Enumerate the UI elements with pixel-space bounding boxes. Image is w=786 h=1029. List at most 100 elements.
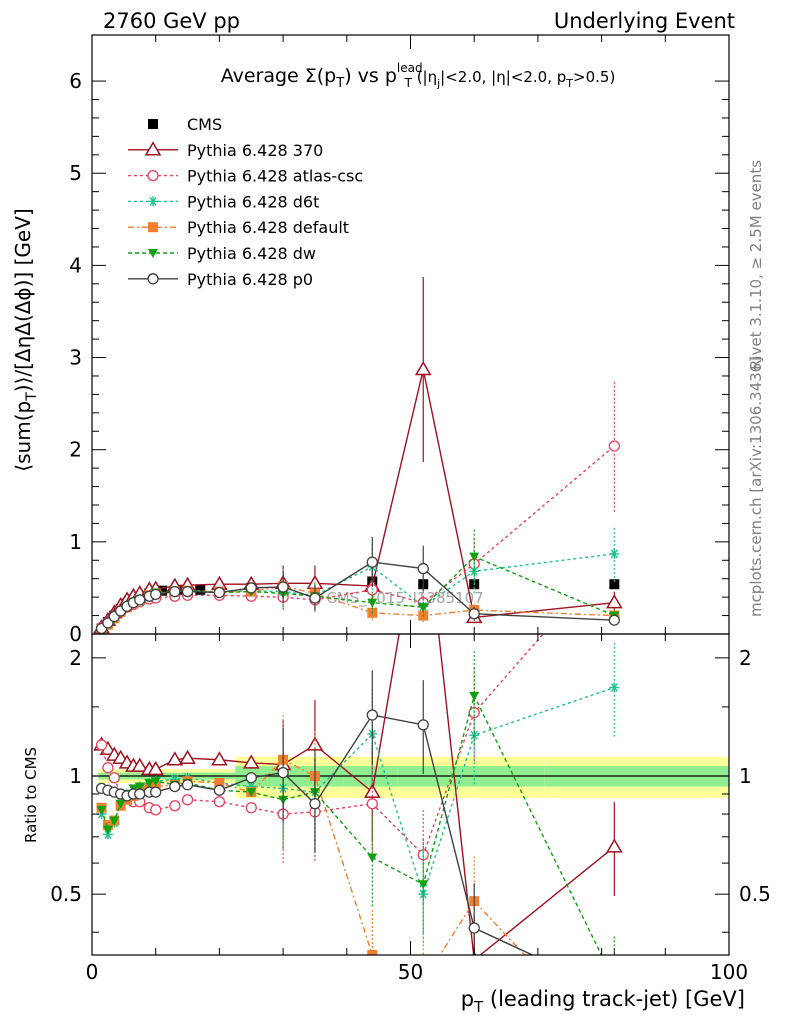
data-point — [367, 598, 378, 608]
legend-entry: Pythia 6.428 p0 — [128, 270, 313, 289]
ratio-point — [277, 766, 289, 779]
ratio-series-group — [93, 485, 623, 986]
ratio-point — [150, 786, 162, 798]
data-point — [609, 579, 620, 590]
data-point — [134, 594, 146, 606]
ratio-point — [102, 820, 113, 831]
ratio-line — [100, 758, 526, 955]
ratio-point — [108, 772, 120, 784]
ratio-point — [416, 485, 430, 497]
ratio-point — [367, 950, 378, 955]
ratio-point — [242, 754, 260, 769]
ratio-plot: 0.5 0.51 12 20 50 100 — [50, 485, 771, 986]
main-series-group — [93, 276, 623, 634]
y-tick-label: 1 — [69, 530, 82, 554]
y-tick-label: 3 — [69, 346, 82, 370]
ratio-point — [309, 798, 321, 810]
data-point — [417, 562, 429, 575]
ratio-point — [366, 798, 378, 810]
ratio-point — [468, 922, 480, 934]
data-point — [277, 581, 289, 593]
header-right: Underlying Event — [554, 9, 735, 33]
ratio-point — [150, 777, 161, 787]
ratio-point — [166, 751, 184, 766]
ratio-point — [609, 682, 620, 693]
y-tick-label: 0 — [69, 622, 82, 646]
legend-entry: Pythia 6.428 atlas-csc — [128, 167, 363, 186]
ratio-point — [213, 784, 226, 796]
data-point — [213, 586, 226, 599]
ratio-point — [169, 800, 181, 812]
ratio-y-tick-label: 1 — [69, 764, 82, 788]
ratio-point — [115, 799, 126, 809]
ratio-line — [100, 693, 603, 955]
side-label-rivet: Rivet 3.1.10, ≥ 2.5M events — [747, 160, 765, 370]
ratio-point — [181, 779, 194, 791]
ratio-point — [211, 751, 228, 766]
ratio-frame — [91, 633, 730, 956]
data-point — [157, 585, 168, 596]
ratio-point — [609, 977, 619, 986]
y-tick-label: 2 — [69, 438, 82, 462]
side-label-mcplots: mcplots.cern.ch [arXiv:1306.3436] — [747, 357, 765, 617]
data-point — [169, 585, 181, 598]
data-point — [418, 603, 429, 613]
legend-label: Pythia 6.428 370 — [187, 141, 323, 160]
data-point — [245, 582, 257, 594]
ratio-series-pythia-6-428-p0 — [95, 670, 615, 955]
ratio-point — [147, 760, 165, 776]
data-point — [609, 548, 620, 559]
ratio-point — [366, 709, 378, 721]
data-point — [366, 556, 378, 568]
ratio-point — [367, 853, 378, 863]
y-tick-label: 5 — [69, 161, 82, 185]
data-point — [181, 585, 194, 598]
legend-label: Pythia 6.428 dw — [187, 244, 316, 263]
legend-marker — [148, 249, 158, 258]
legend-label: Pythia 6.428 default — [187, 218, 349, 237]
ratio-point — [246, 788, 257, 798]
legend-marker — [148, 119, 158, 129]
ratio-point — [418, 880, 429, 890]
x-axis-label: pT (leading track-jet) [GeV] — [461, 987, 745, 1016]
data-point — [608, 440, 620, 452]
ratio-point — [134, 788, 146, 800]
ratio-y-tick-label-right: 1 — [739, 764, 752, 788]
ratio-point — [134, 782, 145, 792]
x-tick-label: 50 — [398, 960, 423, 984]
legend-marker — [148, 222, 158, 233]
legend-label: Pythia 6.428 p0 — [187, 270, 313, 289]
ratio-point — [109, 816, 120, 826]
ratio-point — [418, 889, 429, 900]
legend-entry: Pythia 6.428 default — [128, 218, 349, 237]
ratio-point — [213, 796, 226, 808]
data-point — [469, 552, 480, 562]
ratio-point — [95, 739, 108, 751]
legend-entry: CMS — [148, 115, 222, 134]
data-point — [414, 361, 432, 376]
main-plot: 0 1 2 3 4 5 6 — [69, 34, 730, 646]
ratio-y-axis-label: Ratio to CMS — [22, 747, 40, 843]
ratio-point — [102, 825, 113, 835]
ratio-point — [214, 777, 225, 788]
main-y-axis-label: ⟨sum(pT)⟩/[ΔηΔ(Δϕ)] [GeV] — [11, 208, 40, 471]
legend-marker — [147, 169, 159, 182]
legend-entry: Pythia 6.428 370 — [128, 141, 323, 160]
ratio-point — [417, 719, 429, 731]
y-tick-label: 4 — [69, 253, 82, 277]
ratio-point — [179, 749, 196, 764]
ratio-point — [181, 794, 194, 806]
ratio-point — [102, 762, 114, 774]
header-left: 2760 GeV pp — [103, 9, 240, 33]
ratio-y-tick-label: 2 — [69, 646, 82, 670]
legend-label: Pythia 6.428 atlas-csc — [187, 167, 363, 186]
data-point — [468, 608, 480, 620]
ratio-point — [245, 772, 257, 784]
series-pythia-6-428-370 — [93, 276, 623, 634]
data-point — [150, 588, 162, 601]
ratio-series-pythia-6-428-atlas-csc — [95, 634, 545, 904]
ratio-point — [169, 780, 181, 793]
legend-marker — [144, 141, 162, 156]
ratio-series-pythia-6-428-370 — [93, 485, 623, 955]
